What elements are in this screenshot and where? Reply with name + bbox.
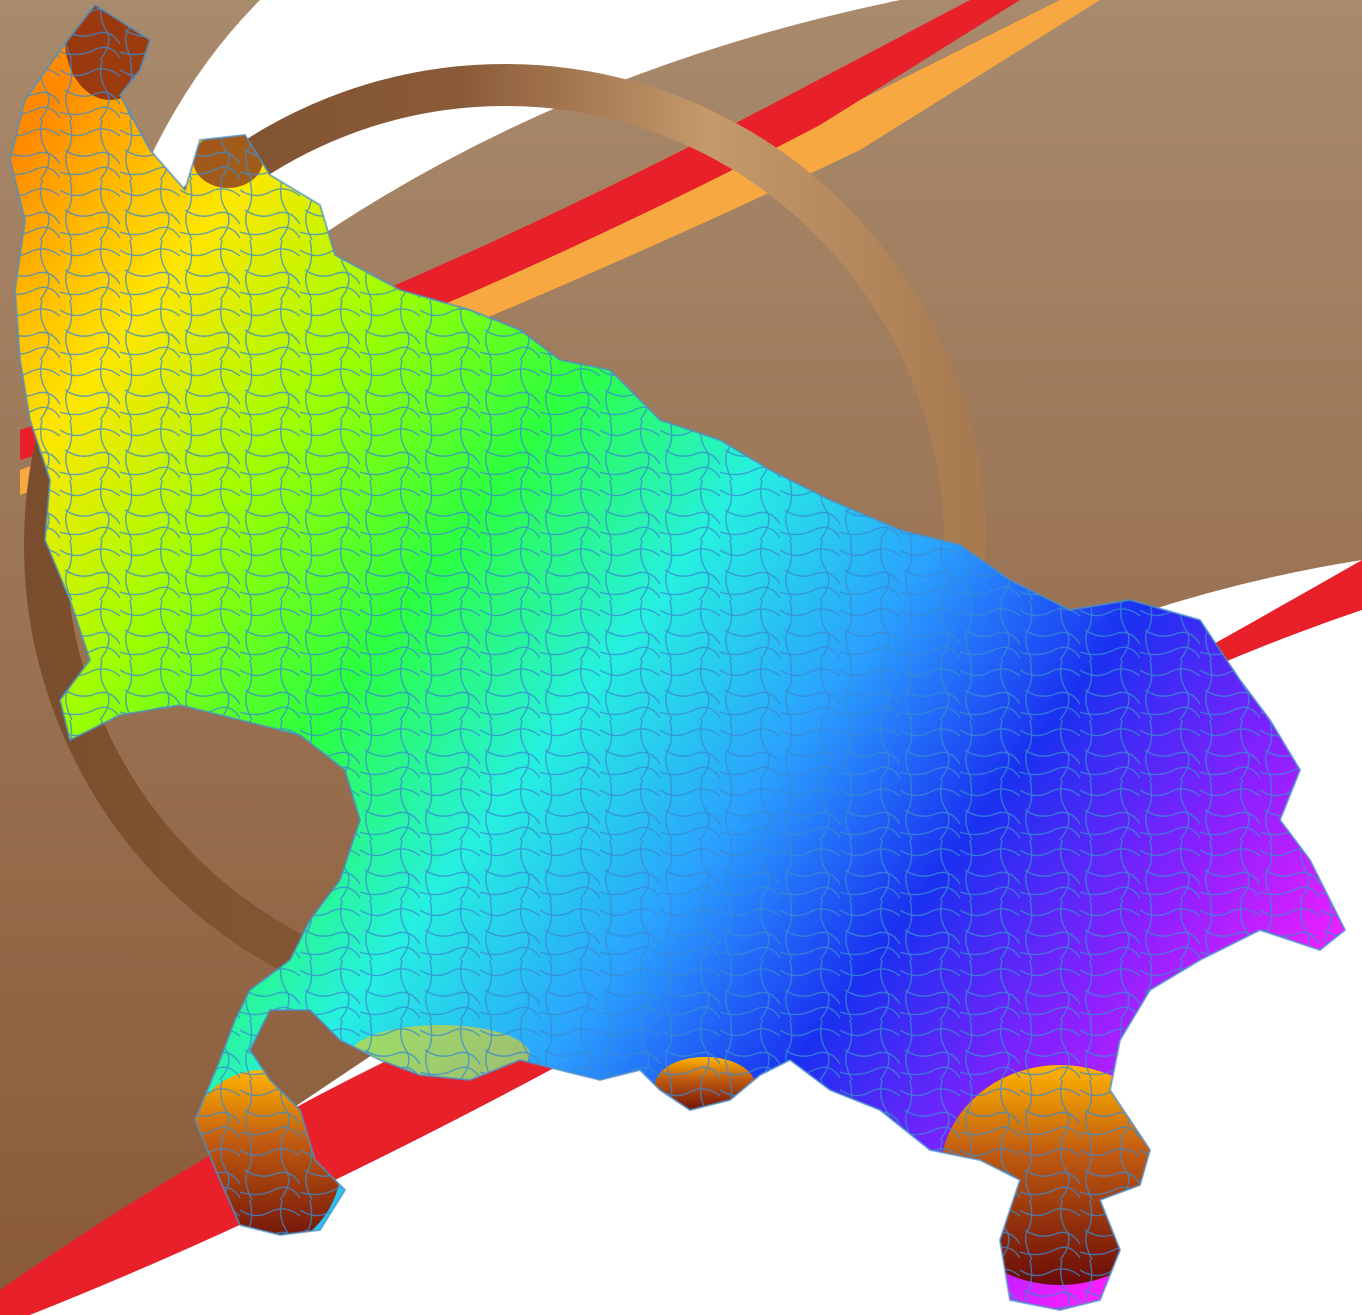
- region-border: [8, 3, 1347, 1312]
- river-network: [10, 5, 1345, 1310]
